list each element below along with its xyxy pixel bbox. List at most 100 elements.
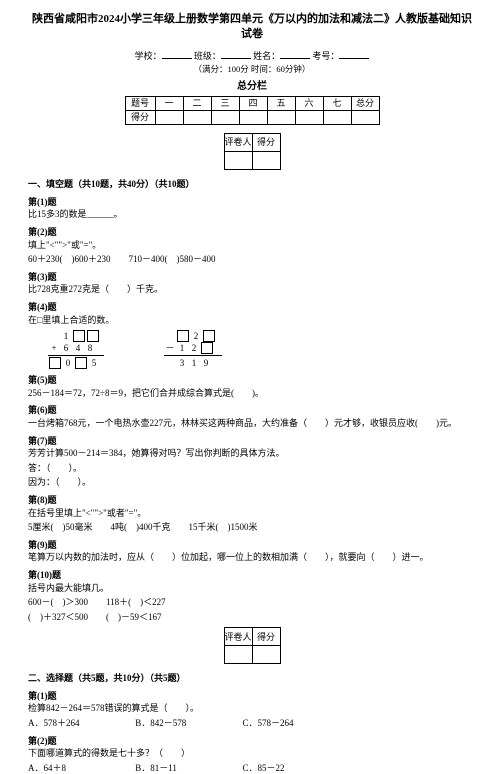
student-info: 学校： 班级： 姓名： 考号： <box>28 49 476 63</box>
q8-num: 第(8)题 <box>28 494 476 507</box>
q3-text: 比728克重272克是（ ）千克。 <box>28 283 476 296</box>
eval-h2: 得分 <box>252 628 280 646</box>
scorebar-label: 总分栏 <box>28 80 476 94</box>
arith-left: 1 +648 0 5 <box>48 330 104 369</box>
cell <box>351 111 379 125</box>
q11-a: A．578＋264 <box>28 717 133 730</box>
cell <box>183 111 211 125</box>
q7-t2: 答：（ ）。 <box>28 462 476 475</box>
eval-box-1: 评卷人 得分 <box>28 133 476 170</box>
q8-t1: 在括号里填上"<"">"或者"="。 <box>28 507 476 520</box>
q12-options: A．64＋8 B．81－11 C．85－22 <box>28 762 476 774</box>
box <box>201 342 213 354</box>
th-1: 一 <box>155 97 183 111</box>
th-6: 六 <box>295 97 323 111</box>
q12-c: C．85－22 <box>243 762 348 774</box>
box <box>49 357 61 369</box>
digit: 0 <box>62 357 74 369</box>
eval-h1: 评卷人 <box>224 134 252 152</box>
digit: 3 <box>176 357 188 369</box>
row-score-label: 得分 <box>125 111 155 125</box>
q5-text: 256－184＝72，72÷8＝9，把它们合并成综合算式是( )。 <box>28 387 476 400</box>
q11-c: C．578－264 <box>243 717 348 730</box>
q1-text: 比15多3的数是______。 <box>28 208 476 221</box>
eval-box-2: 评卷人 得分 <box>28 627 476 664</box>
q12-b: B．81－11 <box>135 762 240 774</box>
digit: 9 <box>200 357 212 369</box>
name-label: 姓名： <box>253 51 280 61</box>
q7-t1: 芳芳计算500－214＝384，她算得对吗？写出你判断的具体方法。 <box>28 447 476 460</box>
school-label: 学校： <box>135 51 162 61</box>
section-2-heading: 二、选择题（共5题，共10分）（共5题） <box>28 672 476 685</box>
q5-num: 第(5)题 <box>28 374 476 387</box>
digit: 6 <box>60 342 72 354</box>
q11-text: 检算842－264＝578错误的算式是（ ）。 <box>28 702 476 715</box>
q2-num: 第(2)题 <box>28 226 476 239</box>
q7-num: 第(7)题 <box>28 435 476 448</box>
page-title: 陕西省咸阳市2024小学三年级上册数学第四单元《万以内的加法和减法二》人教版基础… <box>28 12 476 43</box>
cell <box>295 111 323 125</box>
q9-num: 第(9)题 <box>28 539 476 552</box>
digit: 1 <box>188 357 200 369</box>
name-blank <box>280 49 310 59</box>
q10-num: 第(10)题 <box>28 569 476 582</box>
digit: 1 <box>60 330 72 342</box>
th-2: 二 <box>183 97 211 111</box>
q4-num: 第(4)题 <box>28 301 476 314</box>
eval-cell <box>252 646 280 664</box>
q8-t2: 5厘米( )50毫米 4吨( )400千克 15千米( )1500米 <box>28 521 476 534</box>
q10-t1: 括号内最大能填几。 <box>28 582 476 595</box>
q4-text: 在□里填上合适的数。 <box>28 314 476 327</box>
cell <box>323 111 351 125</box>
q9-text: 笔算万以内数的加法时，应从（ ）位加起，哪一位上的数相加满（ ），就要向（ ）进… <box>28 551 476 564</box>
q2-t2: 60＋230( )600＋230 710－400( )580－400 <box>28 253 476 266</box>
q10-t2: 600－( )＞300 118＋( )＜227 <box>28 596 476 609</box>
q1-num: 第(1)题 <box>28 196 476 209</box>
digit: 4 <box>72 342 84 354</box>
class-blank <box>221 49 251 59</box>
q12-a: A．64＋8 <box>28 762 133 774</box>
arithmetic-problems: 1 +648 05 2 －12 319 <box>48 330 476 369</box>
box <box>75 357 87 369</box>
q11-num: 第(1)题 <box>28 690 476 703</box>
cell <box>155 111 183 125</box>
box <box>87 330 99 342</box>
q6-num: 第(6)题 <box>28 404 476 417</box>
digit: 1 <box>176 342 188 354</box>
op: － <box>164 342 176 354</box>
th-7: 七 <box>323 97 351 111</box>
digit: 2 <box>188 342 200 354</box>
th-num: 题号 <box>125 97 155 111</box>
box <box>203 330 215 342</box>
cell <box>239 111 267 125</box>
eval-h2: 得分 <box>252 134 280 152</box>
school-blank <box>162 49 192 59</box>
eval-cell <box>224 646 252 664</box>
eval-cell <box>224 152 252 170</box>
section-1-heading: 一、填空题（共10题，共40分）（共10题） <box>28 178 476 191</box>
timing-text: （满分：100分 时间：60分钟） <box>28 64 476 76</box>
q12-num: 第(2)题 <box>28 735 476 748</box>
digit: 5 <box>88 357 100 369</box>
th-5: 五 <box>267 97 295 111</box>
q12-text: 下面哪道算式的得数是七十多？（ ） <box>28 747 476 760</box>
q7-t3: 因为：（ ）。 <box>28 476 476 489</box>
digit: 8 <box>84 342 96 354</box>
cell <box>211 111 239 125</box>
arith-right: 2 －12 319 <box>164 330 222 369</box>
q2-t1: 填上"<"">"或"="。 <box>28 239 476 252</box>
eval-h1: 评卷人 <box>224 628 252 646</box>
class-label: 班级： <box>194 51 221 61</box>
score-table: 题号 一 二 三 四 五 六 七 总分 得分 <box>125 96 380 125</box>
th-4: 四 <box>239 97 267 111</box>
digit: 2 <box>190 330 202 342</box>
examno-label: 考号： <box>312 51 339 61</box>
box <box>177 330 189 342</box>
q6-text: 一台烤箱768元，一个电热水壶227元，林林买这两种商品，大约准备（ ）元才够，… <box>28 417 476 430</box>
q11-b: B．842－578 <box>135 717 240 730</box>
box <box>73 330 85 342</box>
q11-options: A．578＋264 B．842－578 C．578－264 <box>28 717 476 730</box>
th-total: 总分 <box>351 97 379 111</box>
examno-blank <box>339 49 369 59</box>
op: + <box>48 342 60 354</box>
